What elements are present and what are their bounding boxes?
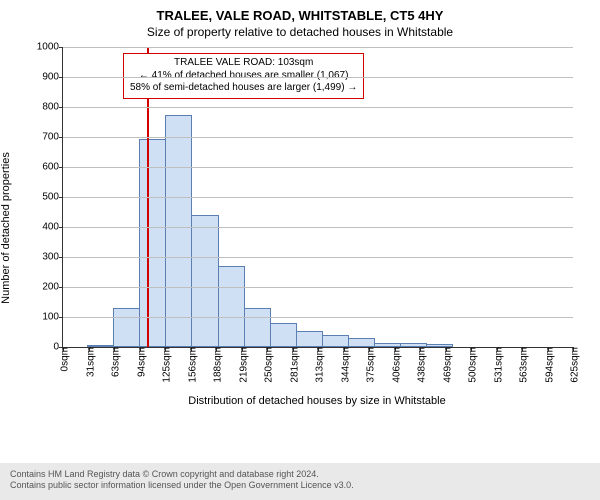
xtick-label: 375sqm [362,347,377,383]
gridline [63,227,573,228]
xtick-label: 406sqm [387,347,402,383]
ytick-label: 800 [42,102,63,113]
gridline [63,287,573,288]
xtick-label: 625sqm [566,347,581,383]
histogram-bar [218,266,245,347]
histogram-bar [270,323,297,347]
xtick-label: 94sqm [132,347,147,377]
footer-line2: Contains public sector information licen… [10,480,590,492]
ytick-label: 900 [42,72,63,83]
xtick-label: 188sqm [209,347,224,383]
footer: Contains HM Land Registry data © Crown c… [0,463,600,500]
xtick-label: 219sqm [234,347,249,383]
xtick-label: 250sqm [260,347,275,383]
histogram-bar [191,215,218,347]
ytick-label: 700 [42,132,63,143]
histogram-bar [322,335,349,347]
xtick-label: 531sqm [489,347,504,383]
ytick-label: 400 [42,222,63,233]
xtick-label: 469sqm [438,347,453,383]
annotation-line3: 58% of semi-detached houses are larger (… [130,82,357,95]
gridline [63,77,573,78]
histogram-bar [296,331,323,348]
gridline [63,167,573,168]
histogram-bar [139,139,166,348]
ytick-label: 600 [42,162,63,173]
ytick-label: 1000 [37,42,63,53]
gridline [63,107,573,108]
y-axis-label: Number of detached properties [0,152,12,304]
xtick-label: 563sqm [515,347,530,383]
histogram-bar [244,308,271,347]
xtick-label: 63sqm [107,347,122,377]
xtick-label: 438sqm [413,347,428,383]
xtick-label: 31sqm [81,347,96,377]
xtick-label: 281sqm [285,347,300,383]
xtick-label: 0sqm [56,347,71,371]
ytick-label: 300 [42,252,63,263]
annotation-line1: TRALEE VALE ROAD: 103sqm [130,57,357,70]
chart-subtitle: Size of property relative to detached ho… [0,23,600,43]
chart-container: Number of detached properties TRALEE VAL… [20,43,580,413]
gridline [63,137,573,138]
gridline [63,47,573,48]
annotation-box: TRALEE VALE ROAD: 103sqm ← 41% of detach… [123,53,364,99]
plot-area: TRALEE VALE ROAD: 103sqm ← 41% of detach… [62,47,573,348]
histogram-bar [165,115,192,348]
ytick-label: 500 [42,192,63,203]
xtick-label: 156sqm [183,347,198,383]
histogram-bar [348,338,375,347]
x-axis-label: Distribution of detached houses by size … [62,395,572,407]
gridline [63,257,573,258]
annotation-line2: ← 41% of detached houses are smaller (1,… [130,70,357,83]
chart-title: TRALEE, VALE ROAD, WHITSTABLE, CT5 4HY [0,0,600,23]
xtick-label: 500sqm [464,347,479,383]
xtick-label: 594sqm [540,347,555,383]
xtick-label: 344sqm [336,347,351,383]
xtick-label: 313sqm [311,347,326,383]
ytick-label: 200 [42,282,63,293]
gridline [63,317,573,318]
xtick-label: 125sqm [158,347,173,383]
ytick-label: 100 [42,312,63,323]
footer-line1: Contains HM Land Registry data © Crown c… [10,469,590,481]
histogram-bar [113,308,140,347]
gridline [63,197,573,198]
